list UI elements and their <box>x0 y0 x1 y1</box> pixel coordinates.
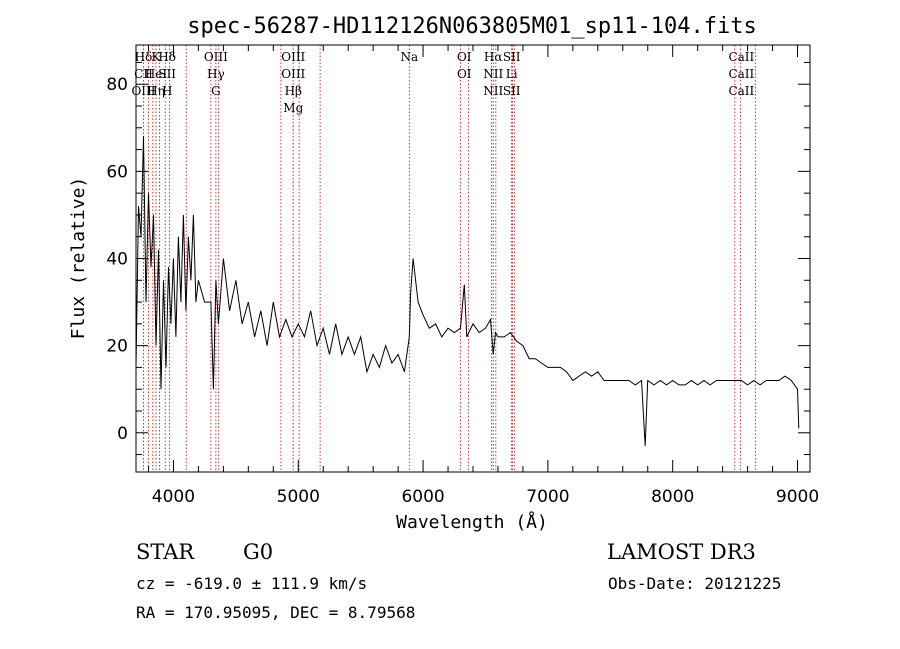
spectral-line-labels: Hδ CII OIII K HeI Hη Hδ SII H OIII Hγ G OIII OIII Hβ Mg… <box>131 50 754 115</box>
plot-frame <box>135 44 811 473</box>
y-axis-ticks: 0 20 40 60 80 <box>106 61 810 456</box>
y-tick-label: 0 <box>117 424 128 444</box>
x-axis-label: Wavelength (Å) <box>396 511 548 533</box>
spectral-line-label: OIII <box>131 84 155 98</box>
object-class: STAR <box>136 540 195 564</box>
y-tick-label: 40 <box>106 250 128 270</box>
spectral-line-label: Hδ <box>135 50 153 64</box>
chart-title: spec-56287-HD112126N063805M01_sp11-104.f… <box>187 14 757 39</box>
x-tick-label: 7000 <box>526 487 569 507</box>
obs-date: Obs-Date: 20121225 <box>608 574 782 593</box>
spectral-line-label: G <box>211 84 221 98</box>
spectrum-line <box>135 136 800 446</box>
spectral-line-label: OIII <box>281 50 305 64</box>
spectral-line-label: Hα <box>484 50 503 64</box>
x-tick-label: 9000 <box>776 487 819 507</box>
spectral-line-label: OIII <box>281 67 305 81</box>
spectral-line-label: CaII <box>728 84 754 98</box>
spectral-line-label: OI <box>457 67 472 81</box>
y-tick-label: 80 <box>106 75 128 95</box>
spectral-line-label: CII <box>134 67 153 81</box>
survey-name: LAMOST DR3 <box>607 540 756 564</box>
redshift-cz: cz = -619.0 ± 111.9 km/s <box>136 574 368 593</box>
x-tick-label: 8000 <box>651 487 694 507</box>
spectral-line-label: CaII <box>728 50 754 64</box>
x-axis-ticks: 4000 5000 6000 7000 8000 9000 <box>147 45 819 507</box>
object-subclass: G0 <box>243 540 274 564</box>
spectral-line-label: OI <box>457 50 472 64</box>
y-tick-label: 20 <box>106 337 128 357</box>
spectral-line-label: SII <box>503 84 521 98</box>
spectral-line-label: Li <box>506 67 518 81</box>
x-tick-label: 4000 <box>152 487 195 507</box>
spectral-line-label: Mg <box>283 101 303 115</box>
spectral-line-label: H <box>162 84 172 98</box>
spectral-line-label: SII <box>503 50 521 64</box>
spectral-line-label: Hβ <box>285 84 302 98</box>
spectral-line-label: OIII <box>204 50 228 64</box>
spectral-line-label: Na <box>401 50 419 64</box>
spectral-line-label: Hγ <box>207 67 225 81</box>
spectral-line-label: SII <box>158 67 176 81</box>
x-tick-label: 5000 <box>277 487 320 507</box>
spectral-line-markers <box>143 45 756 472</box>
x-tick-label: 6000 <box>401 487 444 507</box>
y-axis-label: Flux (relative) <box>68 177 89 340</box>
spectral-line-label: Hη <box>147 84 165 98</box>
spectral-line-label: K <box>151 50 161 64</box>
y-tick-label: 60 <box>106 162 128 182</box>
spectral-line-label: CaII <box>728 67 754 81</box>
spectral-line-label: HeI <box>145 67 168 81</box>
spectral-line-label: Hδ <box>158 50 176 64</box>
spectral-line-label: NII <box>483 84 503 98</box>
spectral-line-label: NII <box>483 67 503 81</box>
coordinates: RA = 170.95095, DEC = 8.79568 <box>136 603 416 622</box>
